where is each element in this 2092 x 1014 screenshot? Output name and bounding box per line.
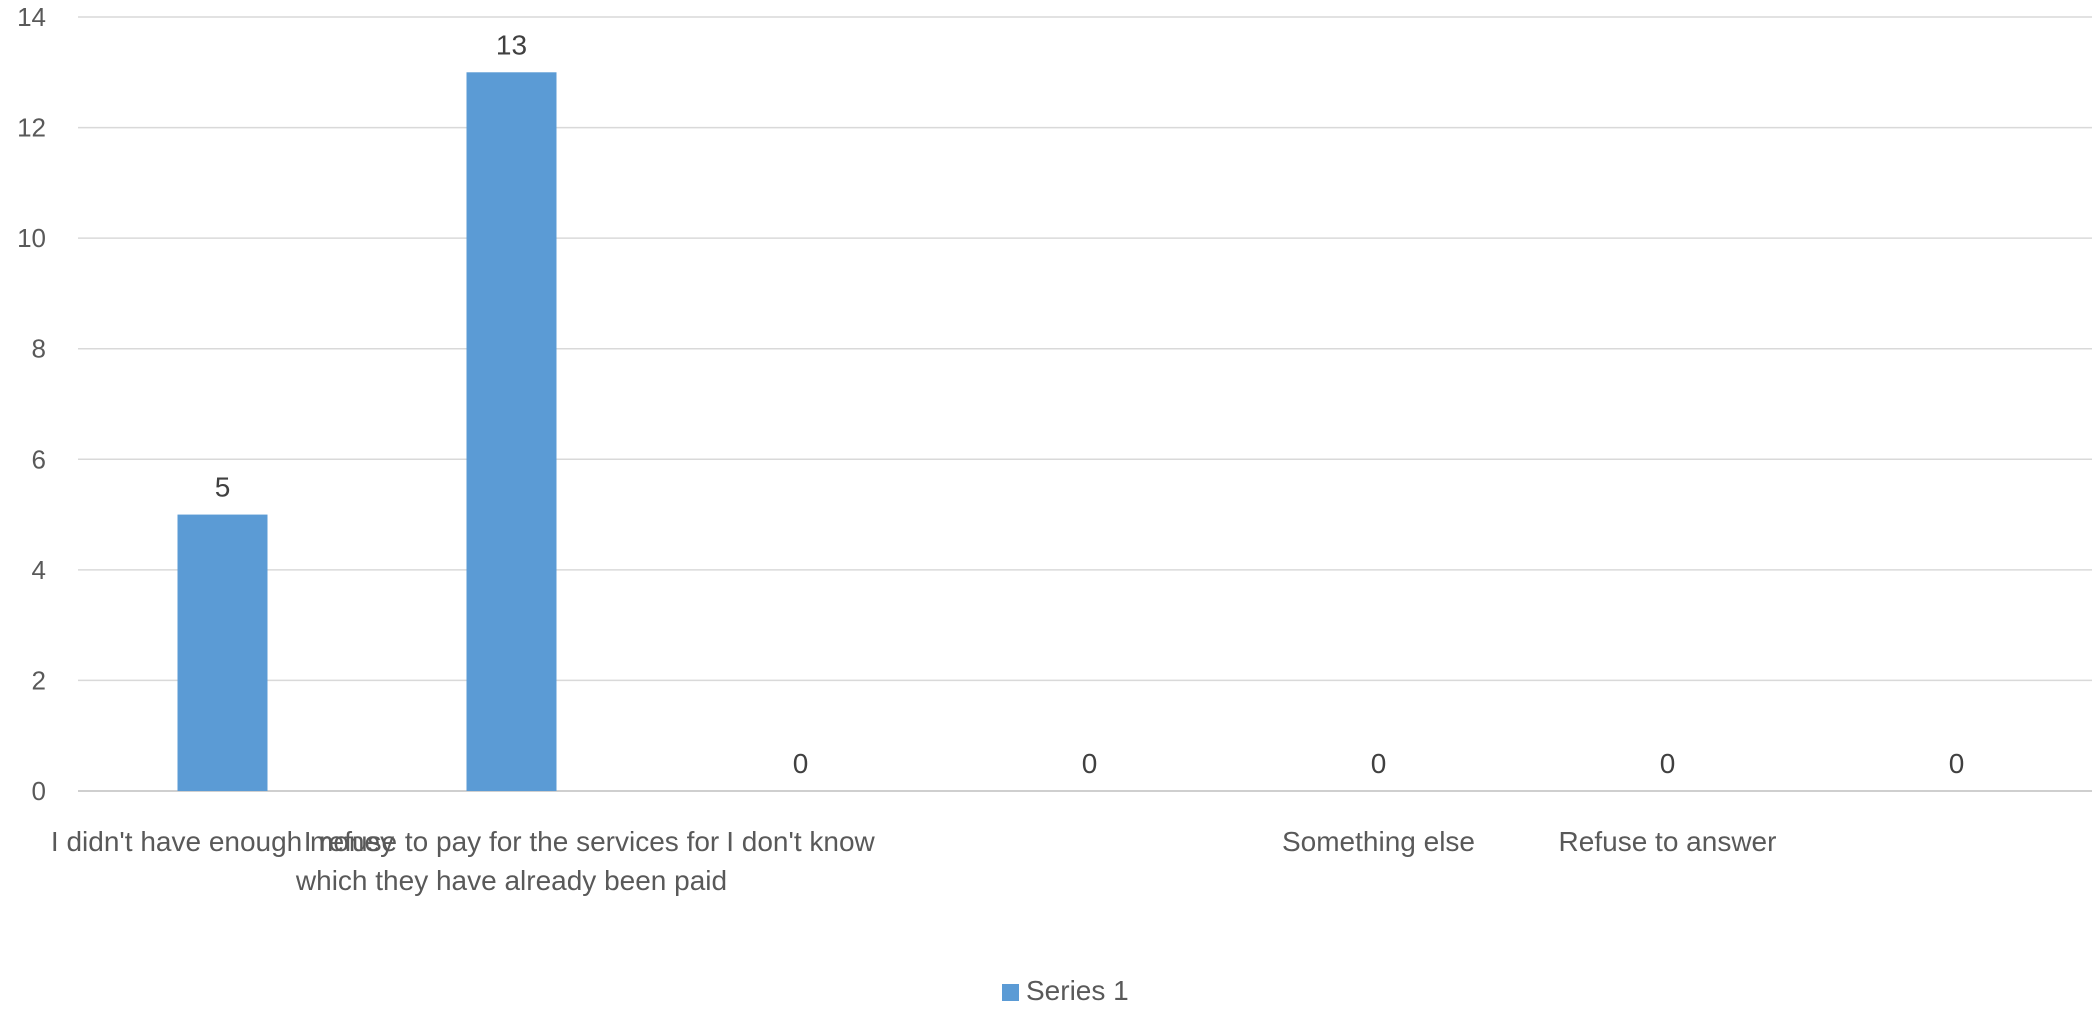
x-category-label-line: I don't know — [726, 826, 875, 857]
bar — [177, 514, 268, 791]
data-label: 0 — [1371, 748, 1387, 779]
bar — [466, 72, 557, 792]
x-category-label: I didn't have enough money — [51, 826, 394, 857]
data-label: 0 — [793, 748, 809, 779]
y-tick-label: 14 — [17, 2, 46, 32]
y-tick-label: 6 — [32, 444, 46, 474]
x-category-label-line: Refuse to answer — [1559, 826, 1777, 857]
x-category-label-line: I didn't have enough money — [51, 826, 394, 857]
y-tick-label: 2 — [32, 665, 46, 695]
bars — [177, 72, 557, 792]
y-tick-label: 12 — [17, 113, 46, 143]
legend: Series 1 — [1002, 975, 1129, 1006]
x-category-label-line: I refuse to pay for the services for — [304, 826, 720, 857]
x-category-label: Something else — [1282, 826, 1475, 857]
legend-swatch — [1002, 984, 1019, 1001]
data-label: 0 — [1949, 748, 1965, 779]
x-category-label: Refuse to answer — [1559, 826, 1777, 857]
y-tick-label: 8 — [32, 334, 46, 364]
data-labels: 513000000 — [215, 29, 1965, 779]
data-label: 5 — [215, 472, 231, 503]
gridlines — [78, 16, 2092, 792]
data-label: 13 — [496, 29, 527, 60]
x-category-label: I don't know — [726, 826, 875, 857]
y-tick-label: 10 — [17, 223, 46, 253]
legend-label: Series 1 — [1026, 975, 1129, 1006]
x-category-label-line: which they have already been paid — [295, 865, 727, 896]
y-tick-label: 4 — [32, 555, 46, 585]
data-label: 0 — [1082, 748, 1098, 779]
y-axis: 0 2 4 6 8 10 12 14 — [17, 2, 46, 806]
y-tick-label: 0 — [32, 776, 46, 806]
x-category-label: I refuse to pay for the services for whic… — [295, 826, 727, 896]
x-category-label-line: Something else — [1282, 826, 1475, 857]
data-label: 0 — [1660, 748, 1676, 779]
